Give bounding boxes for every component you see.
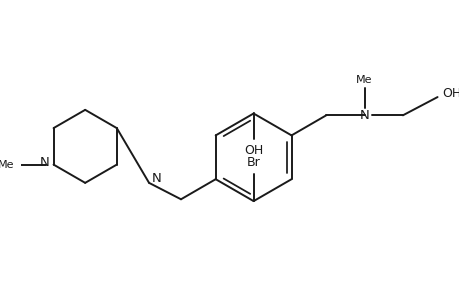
Text: N: N [359, 109, 369, 122]
Text: N: N [151, 172, 161, 185]
Text: Me: Me [0, 160, 14, 170]
Text: OH: OH [243, 144, 263, 157]
Text: Me: Me [356, 75, 372, 85]
Text: Br: Br [246, 156, 260, 169]
Text: N: N [40, 156, 50, 169]
Text: OH: OH [441, 87, 459, 100]
